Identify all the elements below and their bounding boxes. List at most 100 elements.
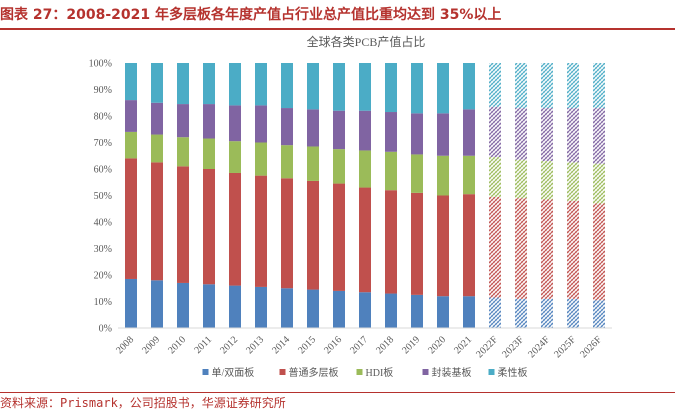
bar-segment-hdi <box>151 134 163 163</box>
legend-label-multilayer: 普通多层板 <box>289 366 339 379</box>
bar-segment-flexible <box>125 63 137 101</box>
bar-segment-multilayer <box>567 200 579 299</box>
bar-segment-multilayer <box>333 183 345 291</box>
bar-segment-single_double <box>203 284 215 328</box>
bar-segment-multilayer <box>177 166 189 283</box>
y-tick-label: 80% <box>94 112 112 123</box>
bar-segment-multilayer <box>541 199 553 299</box>
bar-segment-substrate <box>541 108 553 162</box>
bar-segment-hdi <box>489 157 501 197</box>
bar-segment-substrate <box>385 112 397 152</box>
bar-segment-hdi <box>385 151 397 191</box>
bar-segment-single_double <box>307 289 319 328</box>
bar-segment-substrate <box>437 113 449 156</box>
bar-segment-substrate <box>281 108 293 146</box>
bar-segment-hdi <box>229 141 241 173</box>
bar-segment-hdi <box>177 137 189 167</box>
bar-segment-multilayer <box>437 195 449 297</box>
bar-segment-substrate <box>307 109 319 147</box>
bar-segment-substrate <box>125 100 137 132</box>
legend-swatch-multilayer <box>279 369 286 375</box>
y-tick-label: 10% <box>94 297 112 308</box>
bar-segment-multilayer <box>151 162 163 281</box>
legend-label-flexible: 柔性板 <box>498 366 528 379</box>
x-tick-label: 2017 <box>348 334 370 356</box>
bar-segment-multilayer <box>411 192 423 295</box>
bar-segment-substrate <box>359 110 371 151</box>
bar-stack-2011 <box>203 63 215 328</box>
bar-segment-single_double <box>593 300 605 328</box>
x-tick-label: 2018 <box>374 334 396 356</box>
bar-segment-multilayer <box>229 172 241 286</box>
legend-label-substrate: 封装基板 <box>432 366 472 379</box>
y-tick-label: 90% <box>94 85 112 96</box>
bar-segment-single_double <box>567 298 579 328</box>
bar-segment-flexible <box>177 63 189 105</box>
bar-segment-hdi <box>307 146 319 181</box>
bar-stack-2024F <box>541 63 553 328</box>
bar-segment-single_double <box>385 293 397 328</box>
legend-swatch-flexible <box>488 369 495 375</box>
bar-segment-flexible <box>385 63 397 113</box>
x-tick-label: 2022F <box>474 334 500 360</box>
bar-stack-2013 <box>255 63 267 328</box>
bar-segment-hdi <box>125 131 137 159</box>
bar-segment-hdi <box>437 155 449 196</box>
stacked-bar-chart: 全球各类PCB产值占比 0% 10% 20% 30% 40% 50% 60% 70% 80% 90… <box>89 34 612 379</box>
bar-segment-single_double <box>255 286 267 328</box>
bar-segment-single_double <box>125 278 137 328</box>
y-tick-label: 70% <box>94 138 112 149</box>
bar-segment-multilayer <box>515 198 527 299</box>
bar-segment-substrate <box>229 105 241 142</box>
chart-title: 全球各类PCB产值占比 <box>307 34 426 49</box>
bar-segment-multilayer <box>463 194 475 297</box>
y-tick-label: 100% <box>89 59 112 70</box>
bar-segment-flexible <box>255 63 267 106</box>
bar-segment-flexible <box>515 63 527 109</box>
bar-stack-2016 <box>333 63 345 328</box>
bar-segment-substrate <box>255 105 267 143</box>
bar-segment-flexible <box>541 63 553 109</box>
bar-stack-2009 <box>151 63 163 328</box>
legend-swatch-single_double <box>202 369 209 375</box>
x-tick-label: 2014 <box>270 334 292 356</box>
bar-segment-hdi <box>281 145 293 179</box>
bar-segment-substrate <box>203 104 215 139</box>
x-tick-label: 2020 <box>426 334 448 356</box>
y-tick-label: 30% <box>94 244 112 255</box>
legend-swatch-substrate <box>422 369 429 375</box>
y-tick-label: 60% <box>94 165 112 176</box>
x-tick-label: 2024F <box>526 334 552 360</box>
bar-segment-flexible <box>151 63 163 103</box>
x-tick-label: 2012 <box>218 334 240 356</box>
bar-segment-hdi <box>567 162 579 201</box>
y-tick-label: 40% <box>94 218 112 229</box>
bar-segment-substrate <box>515 108 527 160</box>
y-tick-label: 0% <box>99 324 112 335</box>
x-tick-label: 2021 <box>452 334 474 356</box>
bar-stack-2017 <box>359 63 371 328</box>
x-tick-label: 2011 <box>192 334 214 356</box>
x-tick-label: 2010 <box>166 334 188 356</box>
bar-segment-multilayer <box>385 190 397 294</box>
x-tick-label: 2025F <box>552 334 578 360</box>
title-rule <box>0 28 675 30</box>
bar-segment-substrate <box>489 106 501 158</box>
bar-segment-single_double <box>515 298 527 328</box>
bar-segment-single_double <box>411 294 423 328</box>
bar-segment-hdi <box>333 149 345 184</box>
x-tick-label: 2015 <box>296 334 318 356</box>
bar-stack-2008 <box>125 63 137 328</box>
bar-segment-single_double <box>463 296 475 328</box>
bar-segment-substrate <box>411 113 423 155</box>
bar-segment-flexible <box>333 63 345 111</box>
bar-segment-single_double <box>151 280 163 328</box>
x-tick-label: 2013 <box>244 334 266 356</box>
legend-label-hdi: HDI板 <box>366 366 394 379</box>
bar-segment-flexible <box>203 63 215 105</box>
bar-stack-2010 <box>177 63 189 328</box>
bar-segment-flexible <box>489 63 501 107</box>
x-tick-label: 2009 <box>140 334 162 356</box>
bar-segment-flexible <box>567 63 579 109</box>
bar-stack-2022F <box>489 63 501 328</box>
